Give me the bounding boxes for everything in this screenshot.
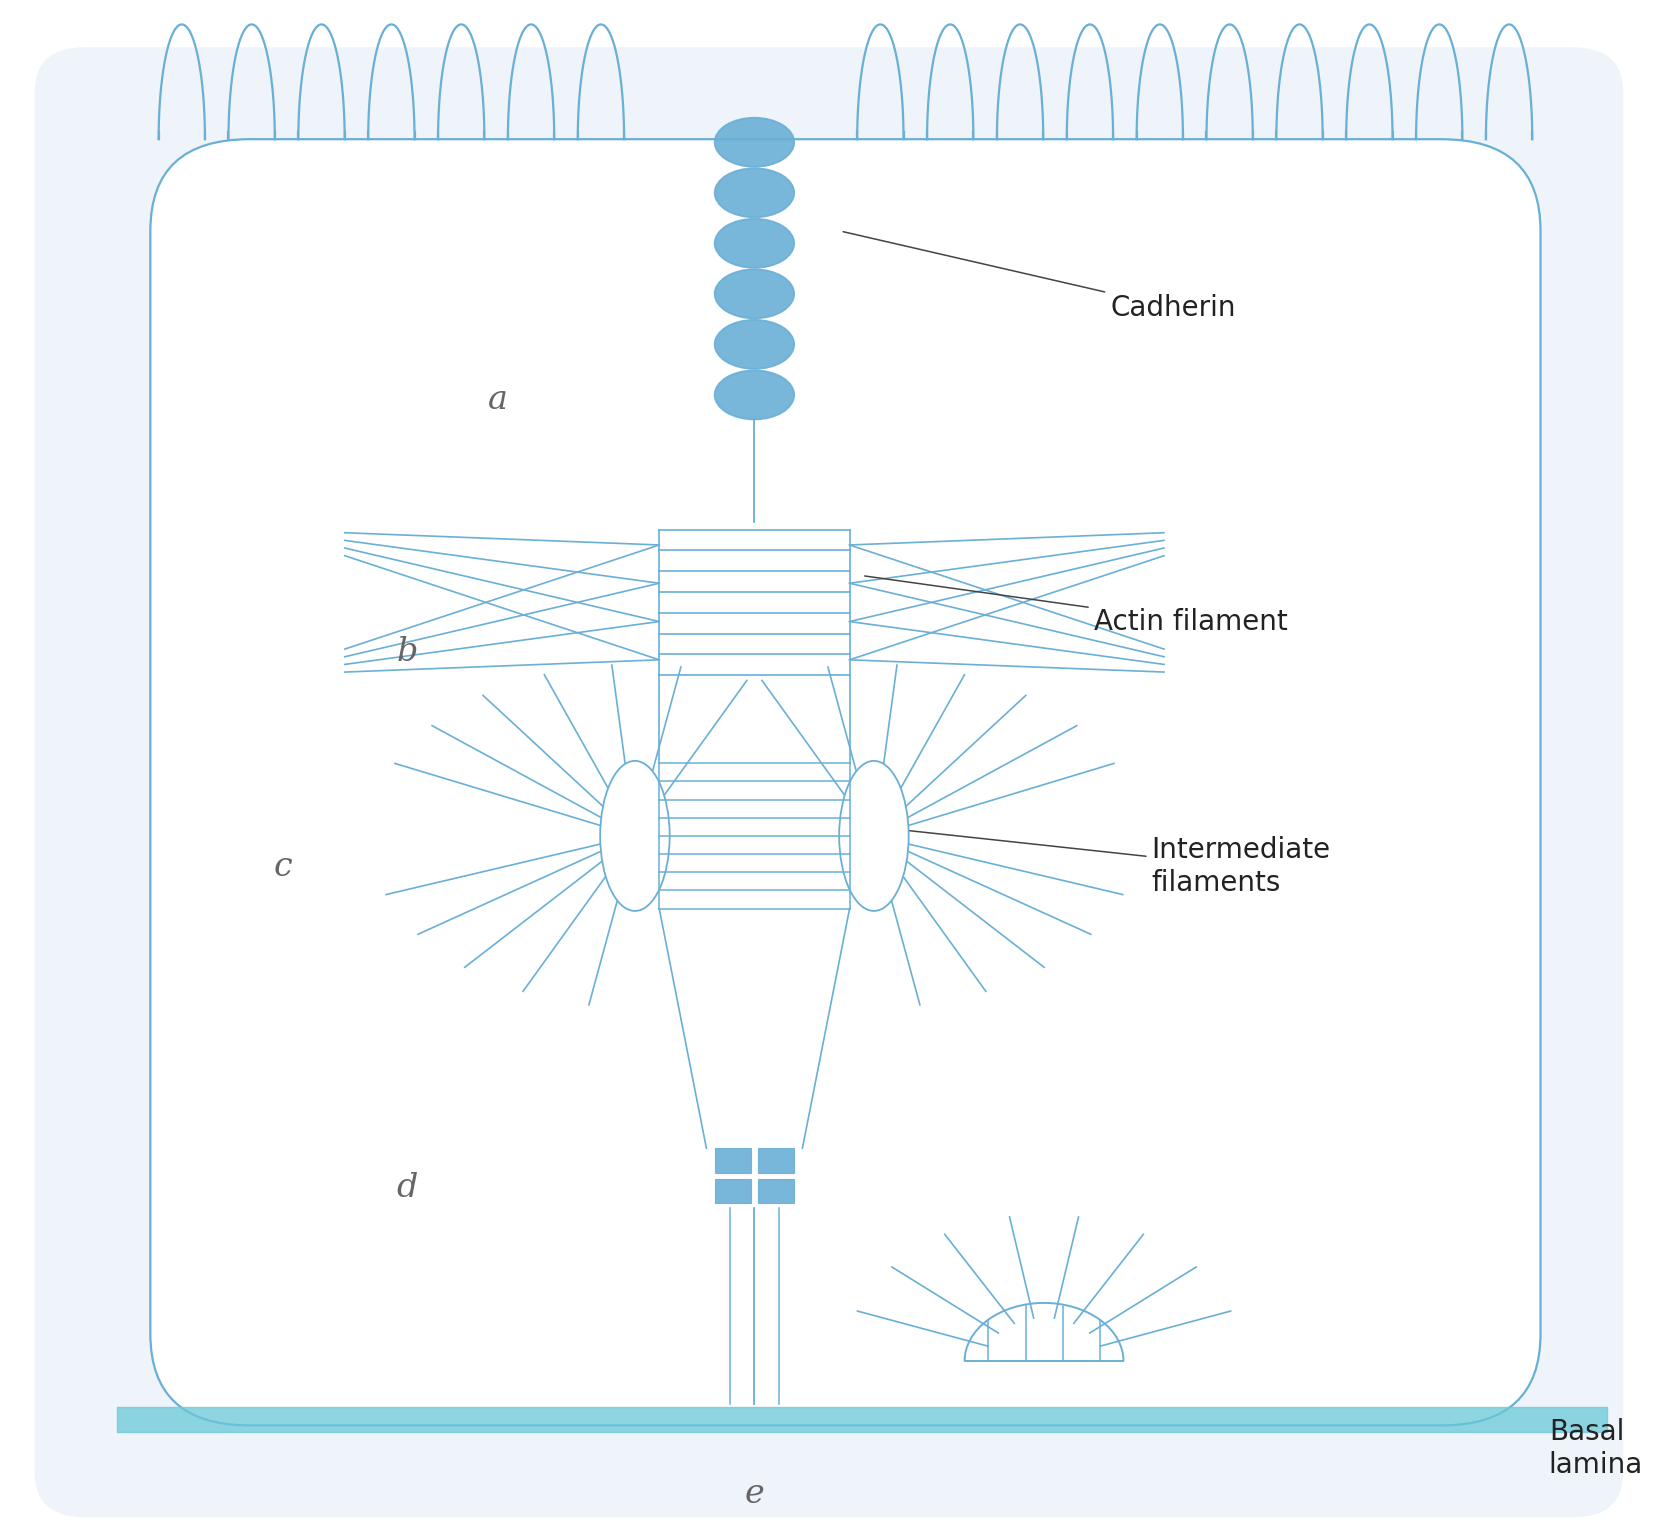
Text: Basal
lamina: Basal lamina — [1550, 1419, 1643, 1479]
Ellipse shape — [600, 761, 669, 911]
Text: Cadherin: Cadherin — [844, 232, 1236, 322]
Ellipse shape — [714, 270, 794, 319]
Text: Actin filament: Actin filament — [864, 575, 1288, 635]
Text: d: d — [397, 1172, 417, 1204]
Bar — [714, 1149, 751, 1174]
Ellipse shape — [714, 118, 794, 167]
Bar — [714, 1180, 751, 1203]
Ellipse shape — [714, 370, 794, 419]
Text: c: c — [274, 850, 292, 882]
Bar — [757, 1180, 794, 1203]
Ellipse shape — [714, 169, 794, 218]
FancyBboxPatch shape — [35, 48, 1623, 1517]
Text: b: b — [397, 637, 417, 669]
Bar — [757, 1149, 794, 1174]
Ellipse shape — [839, 761, 909, 911]
Ellipse shape — [714, 321, 794, 368]
FancyBboxPatch shape — [150, 140, 1541, 1425]
Text: Intermediate
filaments: Intermediate filaments — [889, 828, 1331, 897]
Ellipse shape — [714, 219, 794, 268]
Text: e: e — [744, 1479, 764, 1511]
Text: a: a — [489, 384, 507, 416]
